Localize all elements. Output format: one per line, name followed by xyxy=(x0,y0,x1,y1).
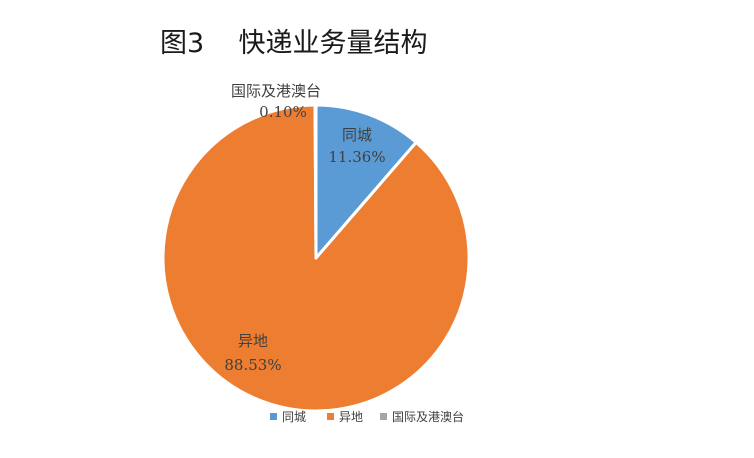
slice-name-label: 异地 xyxy=(238,332,268,350)
legend-swatch xyxy=(380,413,387,420)
chart-title: 图3 快递业务量结构 xyxy=(160,28,428,59)
slice-value-label: 0.10% xyxy=(259,103,307,121)
slice-value-label: 88.53% xyxy=(224,356,281,374)
slice-name-label: 同城 xyxy=(342,126,372,144)
pie-slice-0 xyxy=(314,103,418,260)
legend-label: 同城 xyxy=(282,410,306,424)
pie-slices xyxy=(161,103,471,413)
legend-swatch xyxy=(327,413,334,420)
legend: 同城 异地 国际及港澳台 xyxy=(270,409,464,424)
pie-slice-2 xyxy=(313,103,318,260)
legend-label: 异地 xyxy=(339,410,363,424)
slice-value-label: 11.36% xyxy=(328,148,385,166)
legend-label: 国际及港澳台 xyxy=(392,409,464,424)
data-labels: 同城 11.36% 异地 88.53% 国际及港澳台 0.10% xyxy=(224,82,385,374)
legend-swatch xyxy=(270,413,277,420)
slice-name-label: 国际及港澳台 xyxy=(231,82,321,100)
